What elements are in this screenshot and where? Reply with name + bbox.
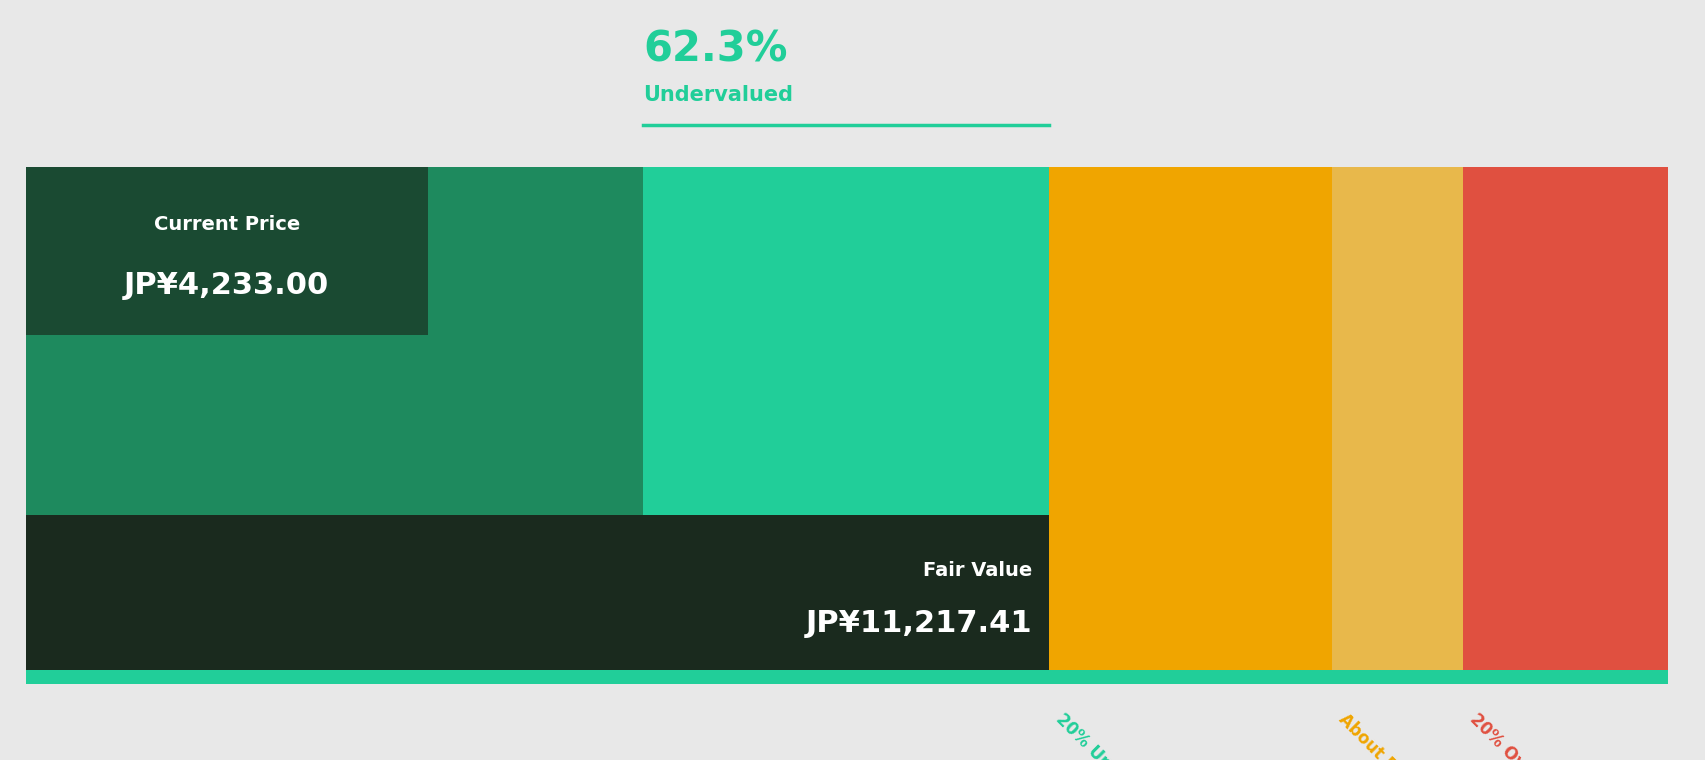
Text: Undervalued: Undervalued <box>643 85 793 105</box>
Text: About Right: About Right <box>1335 711 1425 760</box>
Text: 62.3%: 62.3% <box>643 28 788 71</box>
Text: JP¥4,233.00: JP¥4,233.00 <box>124 271 329 300</box>
Bar <box>1463 167 1667 684</box>
Text: Fair Value: Fair Value <box>922 561 1032 579</box>
Bar <box>26 167 643 684</box>
Text: JP¥11,217.41: JP¥11,217.41 <box>805 609 1032 638</box>
Bar <box>26 515 1049 670</box>
Text: 20% Overvalued: 20% Overvalued <box>1466 711 1586 760</box>
Bar <box>1049 167 1332 684</box>
Text: Current Price: Current Price <box>153 215 300 234</box>
Bar <box>26 670 1667 684</box>
Bar <box>643 167 1049 684</box>
Bar <box>1332 167 1463 684</box>
Text: 20% Undervalued: 20% Undervalued <box>1052 711 1182 760</box>
Bar <box>26 167 428 335</box>
